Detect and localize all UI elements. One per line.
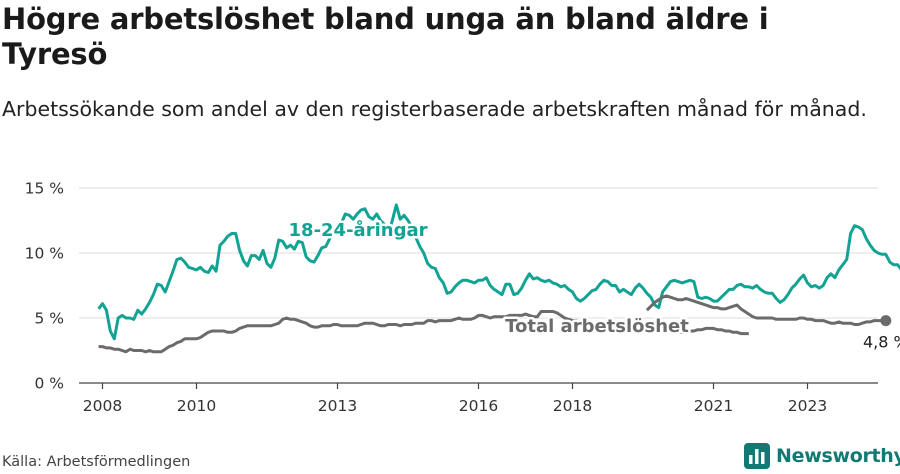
series-label-total: Total arbetslöshet <box>505 316 689 337</box>
brand-name: Newsworthy <box>776 445 900 467</box>
page-title: Högre arbetslöshet bland unga än bland ä… <box>2 2 769 71</box>
newsworthy-bar-chart-icon <box>744 443 770 469</box>
x-tick-label: 2008 <box>83 397 122 415</box>
y-tick-label: 0 % <box>34 375 64 393</box>
x-tick-label: 2021 <box>694 397 733 415</box>
gridlines <box>79 187 878 319</box>
x-tick-label: 2023 <box>788 397 827 415</box>
x-tick-label: 2013 <box>318 397 357 415</box>
series-line-total-right <box>645 294 886 326</box>
series-line-total-left <box>98 310 749 354</box>
x-tick-label: 2016 <box>459 397 498 415</box>
x-tick-label: 2018 <box>553 397 592 415</box>
y-tick-label: 5 % <box>34 310 64 328</box>
source-note: Källa: Arbetsförmedlingen <box>2 454 191 470</box>
y-axis-ticks: 0 % 5 % 10 % 15 % <box>25 180 64 393</box>
x-axis: 2008 2010 2013 2016 2018 2021 2023 <box>79 382 878 415</box>
series-lines <box>97 203 900 354</box>
y-tick-label: 15 % <box>25 180 64 198</box>
x-tick-label: 2010 <box>177 397 216 415</box>
end-value-total: 4,8 % <box>863 333 900 352</box>
series-end-dot-total <box>880 315 892 327</box>
chart-subtitle: Arbetssökande som andel av den registerb… <box>2 97 867 121</box>
y-tick-label: 10 % <box>25 245 64 263</box>
series-line-youth <box>97 203 900 341</box>
series-label-youth: 18-24-åringar <box>289 219 428 241</box>
brand-logo[interactable]: Newsworthy <box>744 443 900 469</box>
